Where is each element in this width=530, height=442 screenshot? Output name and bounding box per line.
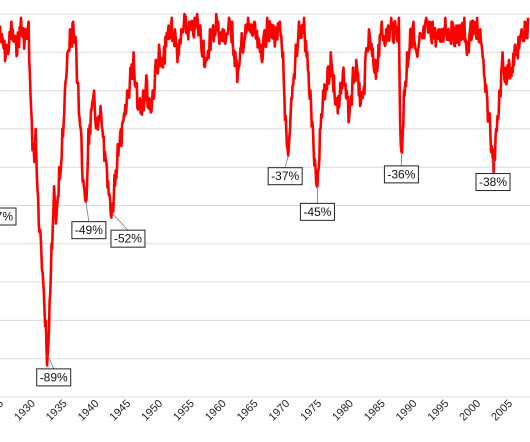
x-tick-label: 1980: [330, 398, 356, 424]
x-tick-label: 1990: [394, 398, 420, 424]
x-tick-label: 1955: [171, 398, 197, 424]
annotation-label: -36%: [387, 167, 415, 181]
annotation-box: [299, 202, 335, 221]
annotation-label: -52%: [114, 232, 142, 246]
x-tick-label: 1985: [362, 398, 388, 424]
annotation-label: -37%: [271, 169, 299, 183]
x-tick-label: 1930: [12, 398, 38, 424]
annotation-label: -45%: [303, 205, 331, 219]
annotation-label: -38%: [479, 175, 507, 189]
gridlines: [0, 13, 530, 398]
annotation-leader: [111, 212, 129, 231]
annotation-box: [71, 221, 107, 240]
annotation-box: [110, 229, 146, 248]
drawdown-line: [0, 12, 530, 367]
annotation-label: -49%: [75, 223, 103, 237]
annotation-label: 7%: [0, 210, 13, 224]
x-tick-label: 1945: [108, 398, 134, 424]
x-tick-label: 1935: [44, 398, 70, 424]
annotation-leader: [85, 201, 90, 222]
x-tick-label: 1995: [426, 398, 452, 424]
x-tick-label: 1965: [235, 398, 261, 424]
x-tick-label: 1950: [139, 398, 165, 424]
annotation-label: -89%: [40, 370, 68, 384]
x-tick-label: 2000: [457, 398, 483, 424]
series-layer: [0, 12, 530, 367]
annotation-box: [383, 165, 419, 184]
annotation-box: [0, 207, 17, 226]
x-tick-label: 1960: [203, 398, 229, 424]
annotation-leader: [284, 155, 289, 168]
x-axis-tick-labels: 1925 1930 1935 1940 1945 1950 1955 1960 1965 1970…: [0, 398, 515, 424]
x-tick-label: 2005: [489, 398, 515, 424]
annotation-box: [36, 368, 72, 387]
annotations-layer: -89% -49% -52% -37% -45% -36% -38% 7%: [0, 151, 511, 387]
annotation-box: [267, 167, 303, 186]
x-tick-label: 1970: [267, 398, 293, 424]
annotation-leader: [47, 354, 55, 370]
x-tick-label: 1940: [76, 398, 102, 424]
annotation-box: [475, 173, 511, 192]
x-tick-label: 1925: [0, 398, 6, 424]
x-tick-label: 1975: [298, 398, 324, 424]
